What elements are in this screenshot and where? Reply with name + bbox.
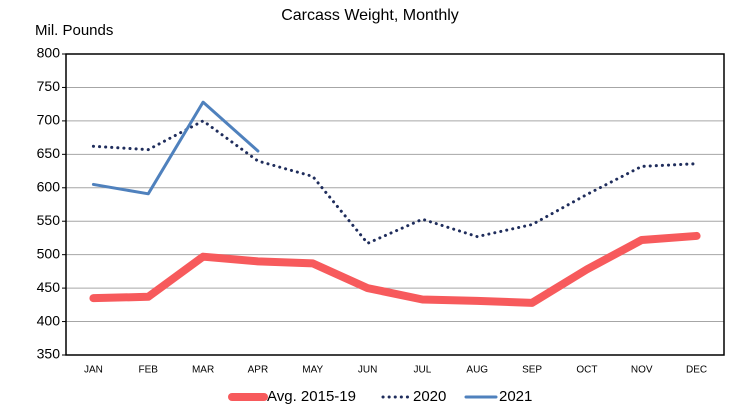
y-tick-label: 600 [37, 178, 61, 194]
x-tick-label: JUN [358, 365, 377, 376]
y-tick-label: 750 [37, 78, 61, 94]
series-line [89, 231, 701, 307]
x-tick-label: AUG [466, 365, 488, 376]
chart-title: Carcass Weight, Monthly [281, 7, 459, 24]
y-tick-label: 550 [37, 212, 61, 228]
y-tick-label: 400 [37, 312, 61, 328]
x-tick-label: FEB [139, 365, 159, 376]
y-tick-label: 350 [37, 346, 61, 362]
legend-label: Avg. 2015-19 [267, 388, 356, 405]
x-tick-label: DEC [686, 365, 707, 376]
x-tick-label: NOV [631, 365, 653, 376]
x-tick-label: MAY [302, 365, 323, 376]
x-tick-label: JAN [84, 365, 103, 376]
y-tick-label: 800 [37, 45, 61, 61]
plot-border [65, 53, 725, 356]
x-tick-label: SEP [522, 365, 542, 376]
x-tick-label: OCT [576, 365, 597, 376]
series-line [91, 119, 699, 245]
legend-label: 2020 [413, 388, 446, 405]
y-tick-label: 450 [37, 279, 61, 295]
y-tick-label: 700 [37, 112, 61, 128]
y-tick-label: 650 [37, 145, 61, 161]
y-tick-label: 500 [37, 245, 61, 261]
series-line [91, 100, 260, 196]
legend-label: 2021 [499, 388, 532, 405]
x-tick-label: APR [248, 365, 269, 376]
y-axis-label: Mil. Pounds [35, 22, 113, 39]
x-tick-label: MAR [192, 365, 214, 376]
x-tick-label: JUL [414, 365, 432, 376]
